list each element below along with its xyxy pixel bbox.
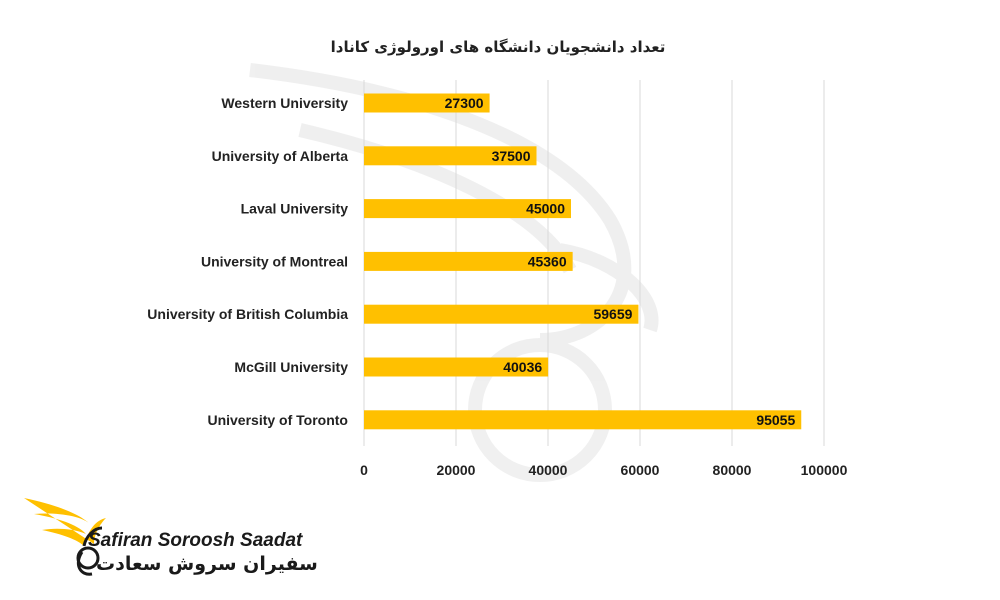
brand-name-english: Safiran Soroosh Saadat xyxy=(88,530,303,551)
data-labels: 27300 37500 45000 45360 59659 40036 95055 xyxy=(445,95,796,428)
category-label: University of Alberta xyxy=(212,148,349,164)
category-label: University of Montreal xyxy=(201,253,348,269)
data-label: 59659 xyxy=(593,306,632,322)
category-label: University of Toronto xyxy=(207,412,348,428)
x-tick-label: 40000 xyxy=(529,462,568,478)
data-label: 45000 xyxy=(526,201,565,217)
bar xyxy=(364,199,571,219)
data-label: 95055 xyxy=(756,412,795,428)
chart-title: تعداد دانشجویان دانشگاه های اورولوژی کان… xyxy=(331,38,666,56)
bar xyxy=(364,304,639,324)
bar xyxy=(364,251,573,271)
bar xyxy=(364,357,549,377)
data-label: 40036 xyxy=(503,359,542,375)
bar xyxy=(364,410,802,430)
data-label: 27300 xyxy=(445,95,484,111)
bar xyxy=(364,146,537,166)
x-tick-label: 20000 xyxy=(437,462,476,478)
category-label: McGill University xyxy=(234,359,348,375)
category-label: Western University xyxy=(221,95,348,111)
x-tick-label: 80000 xyxy=(713,462,752,478)
data-label: 37500 xyxy=(492,148,531,164)
brand-name-persian: سفیران سروش سعادت xyxy=(96,553,318,575)
phoenix-wing-icon xyxy=(24,498,106,576)
category-labels: Western University University of Alberta L… xyxy=(147,95,348,428)
bars xyxy=(364,93,802,430)
category-label: University of British Columbia xyxy=(147,306,348,322)
category-label: Laval University xyxy=(241,201,349,217)
x-tick-label: 100000 xyxy=(801,462,848,478)
bar xyxy=(364,93,490,113)
data-label: 45360 xyxy=(528,253,567,269)
x-tick-label: 60000 xyxy=(621,462,660,478)
x-tick-label: 0 xyxy=(360,462,368,478)
x-tick-labels: 0 20000 40000 60000 80000 100000 xyxy=(360,462,847,478)
